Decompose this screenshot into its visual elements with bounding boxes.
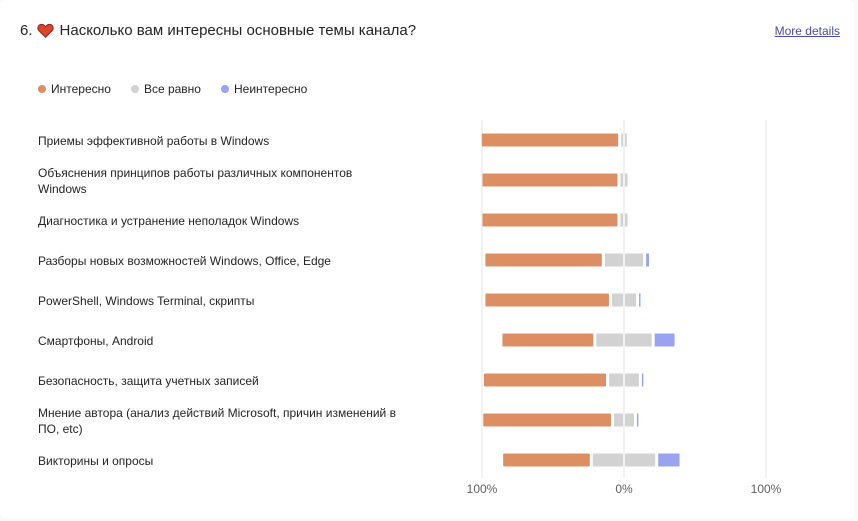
heart-icon bbox=[36, 23, 54, 38]
bar-neutral[interactable] bbox=[625, 453, 656, 467]
chart-legend: Интересно Все равно Неинтересно bbox=[38, 82, 327, 96]
bar-neutral[interactable] bbox=[596, 333, 623, 347]
bar-neutral[interactable] bbox=[592, 453, 623, 467]
bar-not-interesting[interactable] bbox=[639, 293, 641, 307]
bar-neutral[interactable] bbox=[611, 293, 623, 307]
bar-interesting[interactable] bbox=[481, 133, 619, 147]
bar-neutral[interactable] bbox=[625, 173, 628, 187]
legend-item-interesting: Интересно bbox=[38, 82, 111, 96]
more-details-link[interactable]: More details bbox=[774, 24, 840, 38]
x-tick-label: 100% bbox=[751, 482, 782, 496]
legend-dot-not-interesting bbox=[220, 85, 229, 93]
bar-not-interesting[interactable] bbox=[658, 453, 680, 467]
legend-dot-neutral bbox=[130, 85, 139, 93]
bar-neutral[interactable] bbox=[620, 213, 623, 227]
legend-item-neutral: Все равно bbox=[130, 82, 201, 96]
bar-not-interesting[interactable] bbox=[641, 373, 644, 387]
question-header: 6. Насколько вам интересны основные темы… bbox=[20, 22, 416, 39]
legend-dot-interesting bbox=[38, 85, 46, 93]
x-tick-label: 0% bbox=[615, 482, 633, 496]
bar-interesting[interactable] bbox=[482, 213, 618, 227]
bar-interesting[interactable] bbox=[502, 333, 594, 347]
bar-interesting[interactable] bbox=[485, 253, 602, 267]
bar-not-interesting[interactable] bbox=[646, 253, 650, 267]
bar-neutral[interactable] bbox=[625, 133, 627, 147]
bar-interesting[interactable] bbox=[485, 293, 609, 307]
row-label: Мнение автора (анализ действий Microsoft… bbox=[38, 406, 396, 436]
bar-neutral[interactable] bbox=[625, 213, 628, 227]
row-label: Разборы новых возможностей Windows, Offi… bbox=[38, 254, 331, 268]
bar-not-interesting[interactable] bbox=[654, 333, 675, 347]
bar-neutral[interactable] bbox=[621, 133, 623, 147]
bar-interesting[interactable] bbox=[483, 413, 612, 427]
bar-neutral[interactable] bbox=[625, 373, 639, 387]
bar-neutral[interactable] bbox=[609, 373, 623, 387]
bar-neutral[interactable] bbox=[614, 413, 623, 427]
bar-interesting[interactable] bbox=[482, 173, 618, 187]
bar-interesting[interactable] bbox=[483, 373, 607, 387]
row-label: PowerShell, Windows Terminal, скрипты bbox=[38, 294, 255, 308]
bar-interesting[interactable] bbox=[503, 453, 590, 467]
bar-neutral[interactable] bbox=[625, 293, 637, 307]
legend-label-interesting: Интересно bbox=[51, 82, 111, 96]
bar-neutral[interactable] bbox=[625, 413, 634, 427]
row-label: Приемы эффективной работы в Windows bbox=[38, 134, 270, 148]
bar-neutral[interactable] bbox=[625, 333, 652, 347]
bar-not-interesting[interactable] bbox=[636, 413, 639, 427]
x-tick-label: 100% bbox=[467, 482, 498, 496]
bar-neutral[interactable] bbox=[625, 253, 644, 267]
row-label: Безопасность, защита учетных записей bbox=[38, 374, 259, 388]
legend-label-not-interesting: Неинтересно bbox=[233, 82, 308, 96]
question-text: Насколько вам интересны основные темы ка… bbox=[59, 22, 417, 39]
question-number: 6. bbox=[20, 22, 33, 39]
bar-neutral[interactable] bbox=[620, 173, 623, 187]
row-label: Викторины и опросы bbox=[38, 454, 154, 468]
row-label: Объяснения принципов работы различных ко… bbox=[38, 166, 353, 196]
legend-item-not-interesting: Неинтересно bbox=[220, 82, 308, 96]
bar-neutral[interactable] bbox=[604, 253, 623, 267]
row-label: Смартфоны, Android bbox=[38, 334, 154, 348]
legend-label-neutral: Все равно bbox=[143, 82, 201, 96]
row-label: Диагностика и устранение неполадок Windo… bbox=[38, 214, 300, 228]
